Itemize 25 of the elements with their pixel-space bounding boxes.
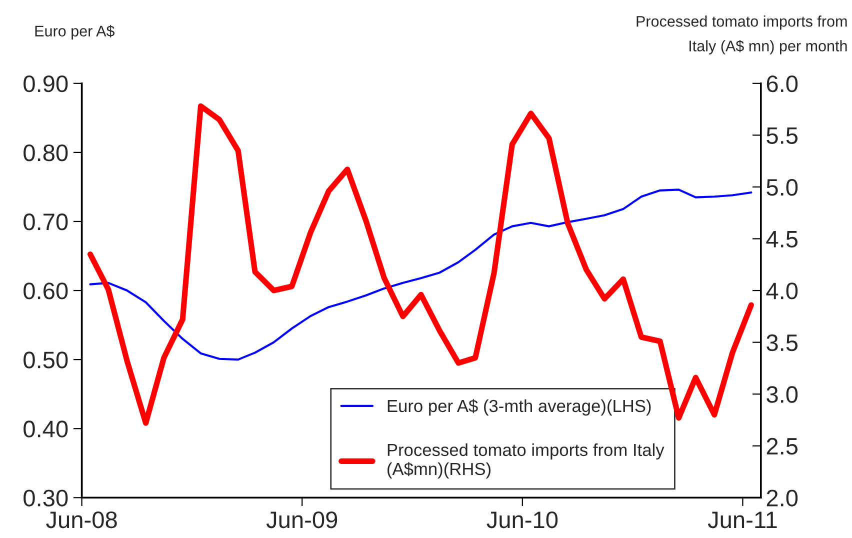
- y2-axis-title: Processed tomato imports from Italy (A$ mn) per month: [636, 16, 847, 54]
- legend-label: Euro per A$ (3-mth average)(LHS): [388, 399, 651, 416]
- y-tick-label: 0.50: [24, 352, 68, 368]
- y2-tick-label: 3.0: [766, 386, 798, 403]
- x-tick-label: Jun-11: [708, 512, 777, 528]
- y2-tick-label: 5.5: [766, 127, 798, 144]
- y-tick-label: 0.90: [24, 75, 68, 92]
- x-tick-label: Jun-09: [266, 511, 338, 528]
- y2-tick-label: 3.5: [766, 334, 798, 352]
- x-tick-label: Jun-10: [486, 511, 558, 528]
- y2-tick-label: 5.0: [766, 179, 798, 196]
- x-tick-label: Jun-08: [46, 511, 117, 528]
- y2-tick-label: 2.0: [766, 490, 798, 506]
- legend-label: Processed tomato imports from Italy (A$mn)(RHS): [388, 443, 664, 479]
- y-tick-label: 0.30: [24, 490, 68, 506]
- y-tick-label: 0.40: [24, 420, 68, 438]
- y-tick-label: 0.80: [24, 144, 68, 162]
- y2-tick-label: 4.0: [766, 282, 798, 300]
- y-axis-title: Euro per A$: [35, 25, 115, 40]
- y2-tick-label: 4.5: [766, 231, 798, 248]
- y2-tick-label: 2.5: [766, 438, 798, 455]
- y2-tick-label: 6.0: [766, 75, 798, 92]
- y-tick-label: 0.60: [24, 282, 68, 300]
- line-series: [89, 188, 752, 361]
- y-tick-label: 0.70: [24, 214, 68, 230]
